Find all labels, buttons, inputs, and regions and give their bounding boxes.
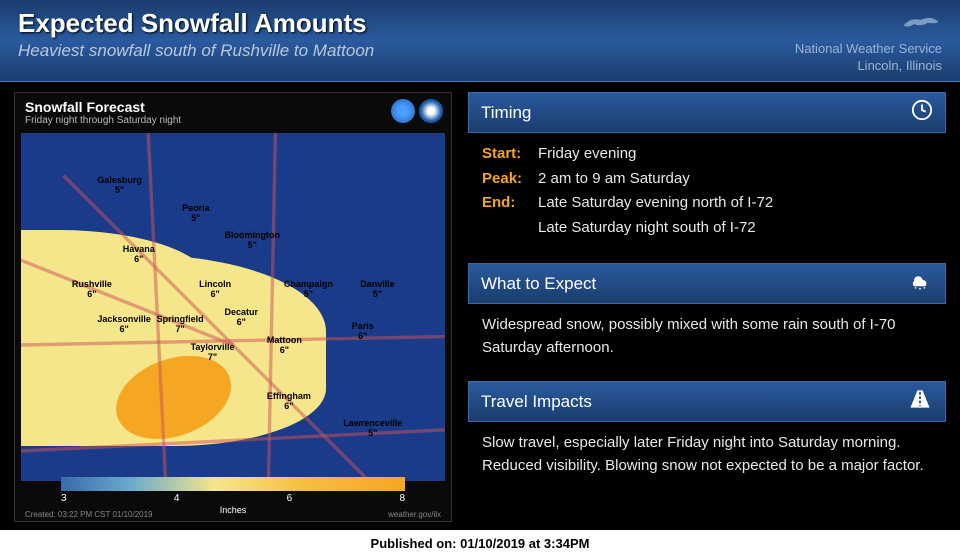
timing-row: Peak:2 am to 9 am Saturday xyxy=(482,168,932,191)
city-label: Effingham6" xyxy=(267,391,311,411)
timing-row: Start:Friday evening xyxy=(482,143,932,166)
agency-name: National Weather Service xyxy=(795,41,942,58)
city-label: Decatur6" xyxy=(225,307,259,327)
travel-label: Travel Impacts xyxy=(481,392,592,412)
city-label: Paris6" xyxy=(352,321,374,341)
expect-label: What to Expect xyxy=(481,274,596,294)
forecast-map: Galesburg5" Peoria5" Bloomington5" Havana6"… xyxy=(21,133,445,481)
timing-row: End:Late Saturday evening north of I-72 xyxy=(482,192,932,215)
map-agency-logos xyxy=(391,99,443,123)
legend-tick: 6 xyxy=(287,493,293,504)
city-label: Peoria5" xyxy=(182,203,210,223)
city-label: Danville5" xyxy=(360,279,395,299)
map-title: Snowfall Forecast xyxy=(25,99,441,115)
expect-body: Widespread snow, possibly mixed with som… xyxy=(468,304,946,369)
legend-gradient xyxy=(61,477,405,491)
city-label: Champaign5" xyxy=(284,279,333,299)
legend-tick: 3 xyxy=(61,493,67,504)
map-panel: Snowfall Forecast Friday night through S… xyxy=(0,82,460,530)
city-label: Lincoln6" xyxy=(199,279,231,299)
city-label: Havana6" xyxy=(123,244,155,264)
city-label: Mattoon6" xyxy=(267,335,302,355)
map-subtitle: Friday night through Saturday night xyxy=(25,115,441,126)
nws-logo-icon xyxy=(419,99,443,123)
timing-row: Late Saturday night south of I-72 xyxy=(482,217,932,240)
legend-tick: 4 xyxy=(174,493,180,504)
published-footer: Published on: 01/10/2019 at 3:34PM xyxy=(0,530,960,557)
nws-bird-icon xyxy=(795,10,942,39)
city-label: Taylorville7" xyxy=(191,342,235,362)
snow-cloud-icon xyxy=(907,270,933,297)
nws-branding: National Weather Service Lincoln, Illino… xyxy=(795,10,942,75)
city-label: Jacksonville6" xyxy=(97,314,151,334)
city-label: Springfield7" xyxy=(157,314,204,334)
legend-tick: 8 xyxy=(399,493,405,504)
noaa-logo-icon xyxy=(391,99,415,123)
city-label: Bloomington5" xyxy=(225,230,281,250)
timing-label: Timing xyxy=(481,103,531,123)
city-label: Rushville6" xyxy=(72,279,112,299)
map-source: weather.gov/ilx xyxy=(388,510,441,519)
header: Expected Snowfall Amounts Heaviest snowf… xyxy=(0,0,960,82)
city-label: Galesburg5" xyxy=(97,175,142,195)
map-created: Created: 03:22 PM CST 01/10/2019 xyxy=(25,510,153,519)
office-name: Lincoln, Illinois xyxy=(795,58,942,75)
clock-icon xyxy=(911,99,933,126)
travel-body: Slow travel, especially later Friday nig… xyxy=(468,422,946,487)
travel-section: Travel Impacts Slow travel, especially l… xyxy=(468,381,946,487)
city-label: Lawrenceville5" xyxy=(343,418,402,438)
info-panel: Timing Start:Friday eveningPeak:2 am to … xyxy=(460,82,960,530)
expect-section: What to Expect Widespread snow, possibly… xyxy=(468,263,946,369)
timing-section: Timing Start:Friday eveningPeak:2 am to … xyxy=(468,92,946,251)
road-icon xyxy=(907,388,933,415)
